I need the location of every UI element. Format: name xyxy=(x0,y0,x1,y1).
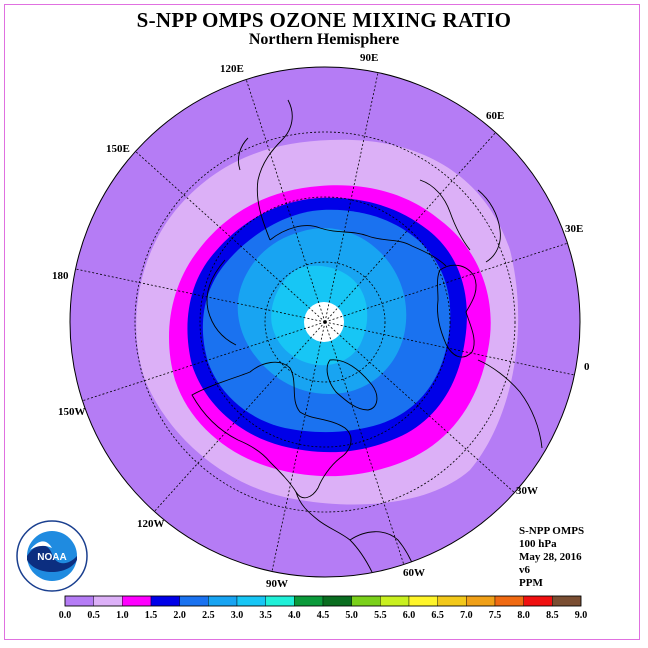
meridian-line xyxy=(324,321,575,376)
coastline-arabia xyxy=(477,189,501,263)
colorbar-cell xyxy=(208,595,238,607)
coastline-eurasia-north xyxy=(269,225,447,267)
colorbar-tick-label: 8.0 xyxy=(517,610,530,621)
colorbar-tick-label: 9.0 xyxy=(575,610,588,621)
latitude-circle-30 xyxy=(134,131,516,513)
colorbar-tick-labels: 0.0 0.5 1.0 1.5 2.0 2.5 3.0 3.5 4.0 4.5 5.0 5.5 6.0 6… xyxy=(59,610,588,621)
info-block: S-NPP OMPS 100 hPa May 28, 2016 v6 PPM xyxy=(519,525,584,590)
colorbar-cell xyxy=(322,595,352,607)
meridian-line xyxy=(135,151,326,323)
meridian-line xyxy=(82,321,326,402)
coastline-central-america xyxy=(295,491,373,573)
meridian-line xyxy=(245,79,326,323)
lon-label-0: 0 xyxy=(584,361,590,373)
colorbar-tick-label: 3.5 xyxy=(259,610,272,621)
colorbar-cell xyxy=(294,595,324,607)
coastline-siberia xyxy=(206,259,237,346)
lon-label-120e: 120E xyxy=(220,63,244,75)
coastline-north-america xyxy=(191,361,352,499)
info-date: May 28, 2016 xyxy=(519,551,582,563)
lon-label-60w: 60W xyxy=(403,567,425,579)
colorbar-cell xyxy=(523,595,553,607)
colorbar-tick-label: 0.5 xyxy=(87,610,100,621)
lon-label-150e: 150E xyxy=(106,143,130,155)
meridian-line xyxy=(324,72,379,323)
lon-label-180: 180 xyxy=(52,270,69,282)
colorbar-tick-label: 2.0 xyxy=(173,610,186,621)
lon-label-150w: 150W xyxy=(58,406,86,418)
page-subtitle: Northern Hemisphere xyxy=(248,31,400,48)
colorbar-tick-label: 4.0 xyxy=(288,610,301,621)
colorbar-cell xyxy=(466,595,496,607)
map-boundary xyxy=(69,66,581,578)
colorbar-tick-label: 7.0 xyxy=(460,610,473,621)
colorbar-cell xyxy=(437,595,467,607)
colorbar-cell xyxy=(236,595,266,607)
page-title: S-NPP OMPS OZONE MIXING RATIO xyxy=(136,8,512,32)
meridian-line xyxy=(324,321,515,493)
colorbar-tick-label: 6.0 xyxy=(403,610,416,621)
coastline-greenland xyxy=(326,359,378,411)
info-version: v6 xyxy=(519,564,530,576)
coastline-india xyxy=(419,179,471,251)
colorbar-cell xyxy=(64,595,94,607)
lon-label-30w: 30W xyxy=(516,485,538,497)
info-instrument: S-NPP OMPS xyxy=(519,525,585,537)
meridian-line xyxy=(154,321,326,512)
meridian-line xyxy=(324,132,496,323)
meridian-line xyxy=(324,321,405,565)
colorbar-cell xyxy=(408,595,438,607)
coastline-africa xyxy=(477,359,543,449)
lon-label-120w: 120W xyxy=(137,518,165,530)
colorbar-tick-label: 7.5 xyxy=(489,610,502,621)
longitude-labels: 90E 60E 30E 0 30W 60W 90W 120W 150W 180 … xyxy=(52,52,590,590)
meridian-line xyxy=(75,268,326,323)
colorbar-cell xyxy=(552,595,582,607)
latitude-circle-70 xyxy=(264,261,386,383)
colorbar-cell xyxy=(265,595,295,607)
info-units: PPM xyxy=(519,577,543,589)
colorbar-cell xyxy=(93,595,123,607)
lon-label-90w: 90W xyxy=(266,578,288,590)
meridian-line xyxy=(324,242,568,323)
colorbar-tick-label: 1.0 xyxy=(116,610,129,621)
colorbar-cell xyxy=(351,595,381,607)
graticule xyxy=(75,72,575,572)
colorbar-tick-label: 1.5 xyxy=(145,610,158,621)
noaa-logo: NOAA xyxy=(16,520,88,592)
colorbar-tick-label: 4.5 xyxy=(317,610,330,621)
info-level: 100 hPa xyxy=(519,538,557,550)
colorbar-tick-label: 0.0 xyxy=(59,610,72,621)
colorbar-tick-label: 2.5 xyxy=(202,610,215,621)
meridian-line xyxy=(271,321,326,572)
colorbar-cell xyxy=(179,595,209,607)
lon-label-60e: 60E xyxy=(486,110,504,122)
colorbar-tick-label: 5.5 xyxy=(374,610,387,621)
coastline-asia-east xyxy=(256,99,293,241)
meridian-lines xyxy=(75,72,575,572)
lon-label-90e: 90E xyxy=(360,52,378,64)
colorbar-tick-label: 8.5 xyxy=(546,610,559,621)
colorbar-cell xyxy=(380,595,410,607)
colorbar-tick-label: 3.0 xyxy=(231,610,244,621)
colorbar-tick-label: 5.0 xyxy=(345,610,358,621)
colorbar: 0.0 0.5 1.0 1.5 2.0 2.5 3.0 3.5 4.0 4.5 5.0 5.5 6.0 6… xyxy=(59,595,588,621)
page-frame xyxy=(4,4,640,640)
colorbar-cell xyxy=(150,595,180,607)
coastline-japan xyxy=(237,137,249,171)
coastline-europe xyxy=(437,264,477,358)
colorbar-cell xyxy=(494,595,524,607)
colorbar-outline xyxy=(64,595,582,607)
colorbar-tick-label: 6.5 xyxy=(431,610,444,621)
colorbar-cell xyxy=(122,595,152,607)
noaa-logo-text: NOAA xyxy=(37,552,66,563)
colorbar-cells xyxy=(64,595,582,607)
lon-label-30e: 30E xyxy=(565,223,583,235)
coastlines xyxy=(191,99,543,577)
latitude-circle-50 xyxy=(199,196,451,448)
